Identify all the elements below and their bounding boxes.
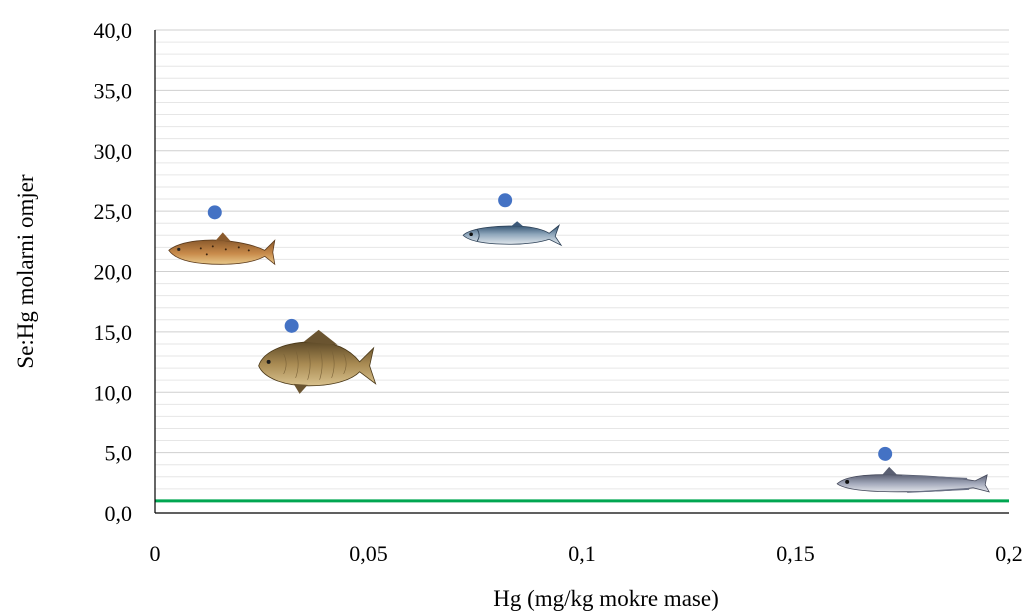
data-point: [878, 446, 893, 461]
y-tick-label: 30,0: [94, 139, 133, 164]
x-tick-labels: 0 0,05 0,1 0,15 0,2: [150, 541, 1023, 566]
major-gridlines: [155, 29, 1009, 454]
y-tick-label: 5,0: [105, 441, 133, 466]
y-tick-label: 0,0: [105, 501, 133, 526]
data-point: [498, 193, 513, 208]
sardine-icon: [462, 221, 563, 247]
y-tick-label: 15,0: [94, 320, 133, 345]
y-tick-label: 25,0: [94, 199, 133, 224]
carp-icon: [258, 329, 377, 394]
x-axis-label: Hg (mg/kg mokre mase): [493, 586, 718, 611]
x-tick-label: 0,15: [776, 541, 815, 566]
y-tick-labels: 0,0 5,0 10,0 15,0 20,0 25,0 30,0 35,0 40,0: [94, 18, 133, 526]
x-tick-label: 0,1: [568, 541, 596, 566]
y-tick-label: 40,0: [94, 18, 133, 43]
data-points: [207, 193, 893, 461]
data-point: [284, 318, 299, 333]
x-tick-label: 0,2: [995, 541, 1023, 566]
y-tick-label: 35,0: [94, 78, 133, 103]
hake-icon: [836, 466, 990, 493]
y-tick-label: 20,0: [94, 260, 133, 285]
x-tick-label: 0: [150, 541, 161, 566]
trout-icon: [168, 232, 276, 266]
data-point: [207, 205, 222, 220]
y-tick-label: 10,0: [94, 380, 133, 405]
y-axis-label: Se:Hg molarni omjer: [13, 174, 38, 369]
fish-images: [168, 221, 990, 493]
x-tick-label: 0,05: [349, 541, 388, 566]
